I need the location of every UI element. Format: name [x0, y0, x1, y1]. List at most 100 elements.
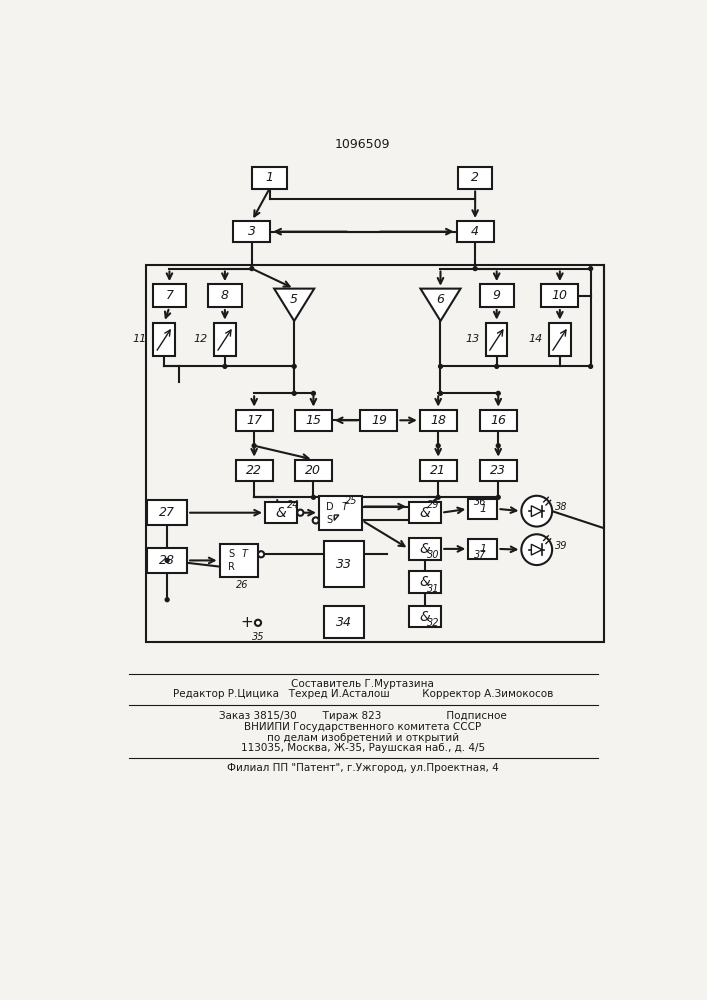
- Circle shape: [436, 495, 440, 499]
- Circle shape: [521, 496, 552, 527]
- Text: T: T: [342, 502, 348, 512]
- Bar: [458, 167, 493, 189]
- Circle shape: [496, 444, 500, 448]
- Circle shape: [258, 551, 264, 557]
- Text: 15: 15: [305, 414, 322, 427]
- Circle shape: [255, 620, 261, 626]
- Text: 2: 2: [471, 171, 479, 184]
- Text: &: &: [276, 506, 286, 520]
- Text: 36: 36: [474, 497, 487, 507]
- Text: 4: 4: [471, 225, 479, 238]
- Text: R: R: [228, 562, 235, 572]
- Text: 35: 35: [252, 632, 264, 642]
- Bar: [235, 410, 273, 431]
- Circle shape: [473, 267, 477, 271]
- Bar: [409, 502, 441, 523]
- Circle shape: [436, 444, 440, 448]
- Text: Заказ 3815/30        Тираж 823                    Подписное: Заказ 3815/30 Тираж 823 Подписное: [219, 711, 507, 721]
- Circle shape: [165, 598, 169, 602]
- Text: 1: 1: [479, 544, 486, 554]
- Text: 39: 39: [555, 541, 568, 551]
- Text: Филиал ПП "Патент", г.Ужгород, ул.Проектная, 4: Филиал ПП "Патент", г.Ужгород, ул.Проект…: [227, 763, 498, 773]
- Bar: [208, 284, 242, 307]
- Circle shape: [589, 267, 592, 271]
- Text: S: S: [327, 515, 333, 525]
- Text: T: T: [242, 549, 248, 559]
- Polygon shape: [274, 289, 314, 321]
- Bar: [252, 167, 287, 189]
- Bar: [153, 323, 175, 356]
- Text: 37: 37: [474, 550, 487, 560]
- Polygon shape: [421, 289, 460, 321]
- Circle shape: [521, 534, 552, 565]
- Bar: [480, 410, 517, 431]
- Text: ВНИИПИ Государственного комитета СССР: ВНИИПИ Государственного комитета СССР: [244, 722, 481, 732]
- Text: 9: 9: [493, 289, 501, 302]
- Text: 7: 7: [165, 289, 173, 302]
- Bar: [265, 502, 297, 523]
- Bar: [420, 460, 457, 481]
- Circle shape: [165, 559, 169, 562]
- Text: 1: 1: [266, 171, 274, 184]
- Bar: [468, 539, 498, 559]
- Text: 13: 13: [465, 334, 480, 344]
- Text: 3: 3: [248, 225, 256, 238]
- Text: &: &: [420, 506, 431, 520]
- Text: 11: 11: [133, 334, 147, 344]
- Circle shape: [312, 517, 319, 523]
- Text: D: D: [326, 502, 334, 512]
- Bar: [147, 548, 187, 573]
- Circle shape: [495, 364, 498, 368]
- Bar: [233, 221, 270, 242]
- Text: 34: 34: [337, 616, 352, 629]
- Text: 26: 26: [236, 580, 249, 590]
- Text: &: &: [420, 575, 431, 589]
- Text: 33: 33: [337, 558, 352, 571]
- Bar: [325, 541, 364, 587]
- Circle shape: [292, 364, 296, 368]
- Text: 23: 23: [490, 464, 506, 477]
- Text: S: S: [228, 549, 234, 559]
- Circle shape: [589, 364, 592, 368]
- Polygon shape: [334, 515, 339, 520]
- Text: 16: 16: [490, 414, 506, 427]
- Bar: [295, 410, 332, 431]
- Text: 38: 38: [555, 502, 568, 512]
- Text: 30: 30: [428, 550, 440, 560]
- Bar: [235, 460, 273, 481]
- Text: 31: 31: [428, 584, 440, 594]
- Bar: [457, 221, 493, 242]
- Circle shape: [252, 444, 256, 448]
- Text: по делам изобретений и открытий: по делам изобретений и открытий: [267, 733, 459, 743]
- Text: 14: 14: [529, 334, 543, 344]
- Bar: [325, 606, 364, 638]
- Bar: [295, 460, 332, 481]
- Text: 5: 5: [290, 293, 298, 306]
- Text: 22: 22: [246, 464, 262, 477]
- Bar: [480, 460, 517, 481]
- Text: &: &: [420, 542, 431, 556]
- Circle shape: [223, 364, 227, 368]
- Bar: [542, 284, 578, 307]
- Text: 18: 18: [430, 414, 446, 427]
- Bar: [549, 323, 571, 356]
- Bar: [146, 265, 604, 642]
- Text: 1: 1: [479, 504, 486, 514]
- Text: +: +: [240, 615, 253, 630]
- Text: 24: 24: [287, 500, 300, 510]
- Text: 28: 28: [159, 554, 175, 567]
- Circle shape: [438, 364, 443, 368]
- Bar: [219, 544, 258, 577]
- Bar: [361, 410, 397, 431]
- Text: 6: 6: [436, 293, 445, 306]
- Text: &: &: [420, 610, 431, 624]
- Bar: [468, 499, 498, 519]
- Bar: [319, 496, 362, 530]
- Text: 8: 8: [221, 289, 229, 302]
- Bar: [486, 323, 508, 356]
- Polygon shape: [532, 506, 542, 517]
- Text: 25: 25: [345, 496, 358, 506]
- Bar: [214, 323, 235, 356]
- Text: 29: 29: [428, 500, 440, 510]
- Text: Составитель Г.Муртазина: Составитель Г.Муртазина: [291, 679, 434, 689]
